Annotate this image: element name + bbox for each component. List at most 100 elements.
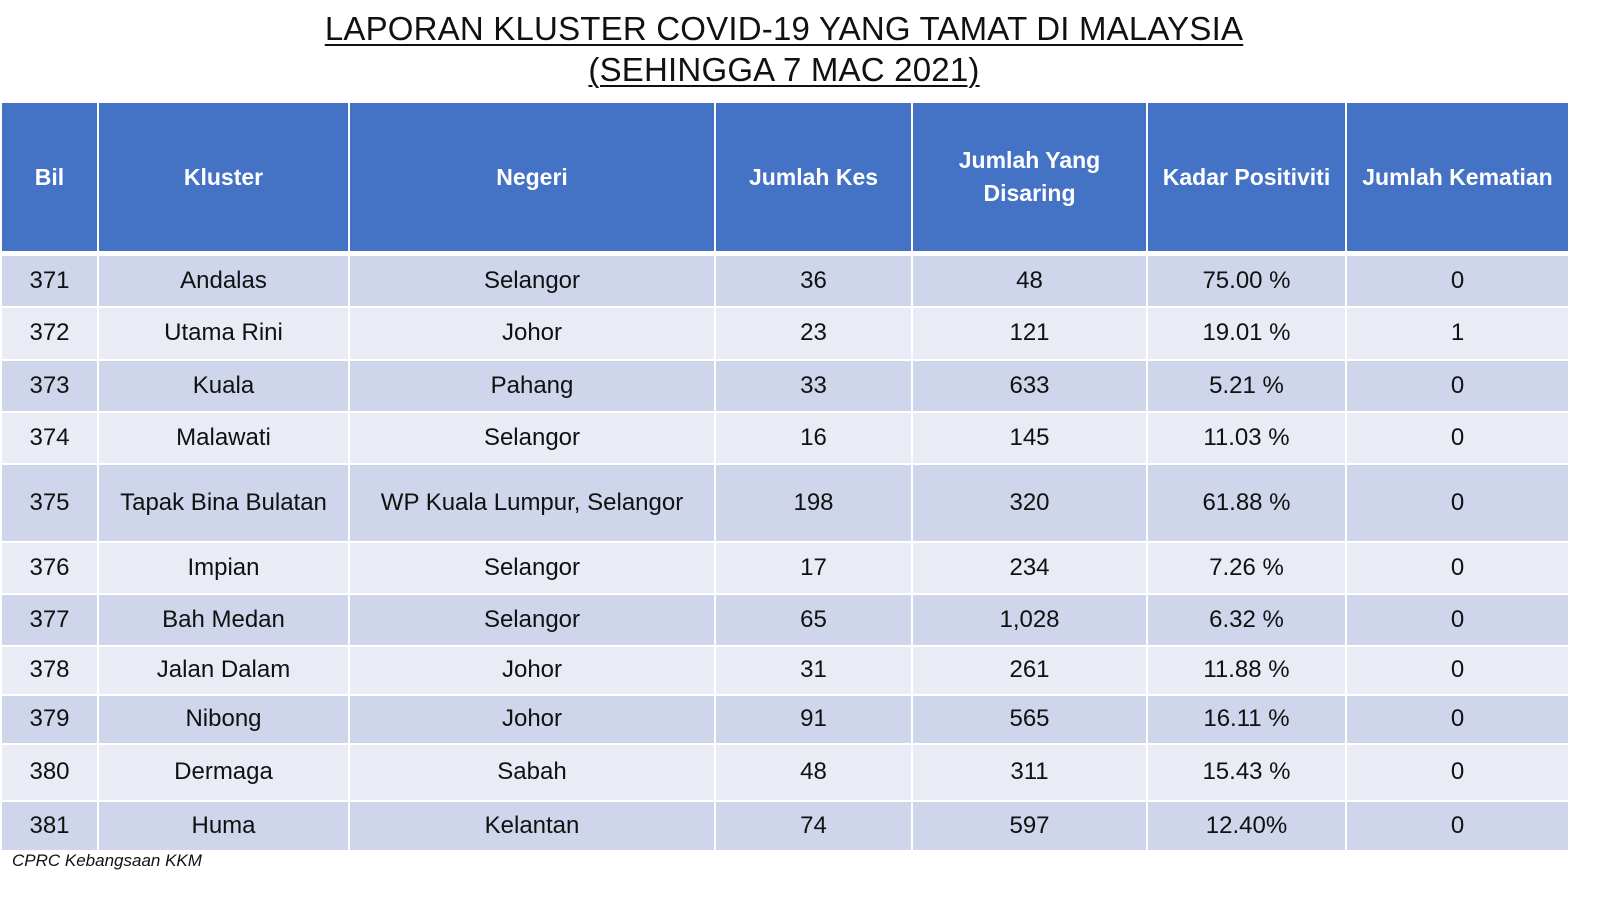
cell-jumlah-disaring: 597 (912, 801, 1147, 851)
cell-jumlah-kematian: 1 (1346, 307, 1569, 360)
cell-negeri: Sabah (349, 744, 715, 801)
cell-jumlah-disaring: 1,028 (912, 594, 1147, 646)
cell-jumlah-disaring: 48 (912, 254, 1147, 307)
cell-jumlah-kes: 16 (715, 412, 912, 464)
cell-bil: 371 (1, 254, 98, 307)
cell-bil: 375 (1, 464, 98, 542)
cell-kluster: Utama Rini (98, 307, 349, 360)
table-row: 376 Impian Selangor 17 234 7.26 % 0 (1, 542, 1569, 594)
table-header: Bil Kluster Negeri Jumlah Kes Jumlah Yan… (1, 102, 1569, 254)
cell-jumlah-kematian: 0 (1346, 744, 1569, 801)
cell-jumlah-kes: 23 (715, 307, 912, 360)
cell-kadar-positiviti: 12.40% (1147, 801, 1346, 851)
table-row: 372 Utama Rini Johor 23 121 19.01 % 1 (1, 307, 1569, 360)
cell-jumlah-kematian: 0 (1346, 646, 1569, 695)
cell-jumlah-kematian: 0 (1346, 254, 1569, 307)
header-bil: Bil (1, 102, 98, 254)
cell-kluster: Kuala (98, 360, 349, 412)
cell-jumlah-kematian: 0 (1346, 412, 1569, 464)
cell-kluster: Nibong (98, 695, 349, 744)
cell-negeri: Pahang (349, 360, 715, 412)
source-note: CPRC Kebangsaan KKM (12, 851, 202, 871)
table-row: 374 Malawati Selangor 16 145 11.03 % 0 (1, 412, 1569, 464)
table-row: 375 Tapak Bina Bulatan WP Kuala Lumpur, … (1, 464, 1569, 542)
cell-kadar-positiviti: 19.01 % (1147, 307, 1346, 360)
cell-negeri: Selangor (349, 412, 715, 464)
header-kadar-positiviti: Kadar Positiviti (1147, 102, 1346, 254)
cell-bil: 372 (1, 307, 98, 360)
cell-jumlah-kes: 33 (715, 360, 912, 412)
cell-negeri: Selangor (349, 254, 715, 307)
cell-bil: 377 (1, 594, 98, 646)
cell-kluster: Huma (98, 801, 349, 851)
cell-bil: 378 (1, 646, 98, 695)
cell-kluster: Malawati (98, 412, 349, 464)
header-jumlah-kematian: Jumlah Kematian (1346, 102, 1569, 254)
cell-kluster: Impian (98, 542, 349, 594)
cell-kadar-positiviti: 16.11 % (1147, 695, 1346, 744)
cell-jumlah-disaring: 261 (912, 646, 1147, 695)
cell-jumlah-kematian: 0 (1346, 801, 1569, 851)
header-negeri: Negeri (349, 102, 715, 254)
cell-jumlah-disaring: 320 (912, 464, 1147, 542)
cell-jumlah-kes: 17 (715, 542, 912, 594)
table-row: 371 Andalas Selangor 36 48 75.00 % 0 (1, 254, 1569, 307)
cell-kadar-positiviti: 7.26 % (1147, 542, 1346, 594)
cell-kadar-positiviti: 11.03 % (1147, 412, 1346, 464)
table-row: 379 Nibong Johor 91 565 16.11 % 0 (1, 695, 1569, 744)
cell-negeri: Johor (349, 695, 715, 744)
cell-kluster: Dermaga (98, 744, 349, 801)
cell-jumlah-kes: 91 (715, 695, 912, 744)
cell-kluster: Bah Medan (98, 594, 349, 646)
cell-kadar-positiviti: 11.88 % (1147, 646, 1346, 695)
cell-negeri: WP Kuala Lumpur, Selangor (349, 464, 715, 542)
cluster-table: Bil Kluster Negeri Jumlah Kes Jumlah Yan… (0, 101, 1570, 852)
cell-negeri: Johor (349, 646, 715, 695)
cell-kadar-positiviti: 61.88 % (1147, 464, 1346, 542)
report-title-line-2: (SEHINGGA 7 MAC 2021) (0, 49, 1568, 90)
cell-jumlah-kematian: 0 (1346, 695, 1569, 744)
table-row: 377 Bah Medan Selangor 65 1,028 6.32 % 0 (1, 594, 1569, 646)
cell-kluster: Jalan Dalam (98, 646, 349, 695)
cell-bil: 376 (1, 542, 98, 594)
cell-kadar-positiviti: 15.43 % (1147, 744, 1346, 801)
cell-jumlah-kematian: 0 (1346, 464, 1569, 542)
table-row: 380 Dermaga Sabah 48 311 15.43 % 0 (1, 744, 1569, 801)
cell-jumlah-kematian: 0 (1346, 542, 1569, 594)
cell-jumlah-kes: 31 (715, 646, 912, 695)
cell-jumlah-kes: 198 (715, 464, 912, 542)
cell-jumlah-disaring: 145 (912, 412, 1147, 464)
cell-kadar-positiviti: 5.21 % (1147, 360, 1346, 412)
table-row: 373 Kuala Pahang 33 633 5.21 % 0 (1, 360, 1569, 412)
header-kluster: Kluster (98, 102, 349, 254)
cell-jumlah-kes: 36 (715, 254, 912, 307)
cell-kluster: Tapak Bina Bulatan (98, 464, 349, 542)
header-jumlah-kes: Jumlah Kes (715, 102, 912, 254)
table-row: 381 Huma Kelantan 74 597 12.40% 0 (1, 801, 1569, 851)
cell-jumlah-kes: 74 (715, 801, 912, 851)
cell-bil: 373 (1, 360, 98, 412)
cell-kluster: Andalas (98, 254, 349, 307)
cell-jumlah-disaring: 311 (912, 744, 1147, 801)
cell-negeri: Kelantan (349, 801, 715, 851)
cell-jumlah-disaring: 565 (912, 695, 1147, 744)
cell-bil: 379 (1, 695, 98, 744)
header-jumlah-disaring: Jumlah Yang Disaring (912, 102, 1147, 254)
cell-jumlah-disaring: 633 (912, 360, 1147, 412)
cell-jumlah-disaring: 121 (912, 307, 1147, 360)
cell-bil: 374 (1, 412, 98, 464)
report-title: LAPORAN KLUSTER COVID-19 YANG TAMAT DI M… (0, 8, 1568, 90)
cell-jumlah-kes: 48 (715, 744, 912, 801)
report-title-line-1: LAPORAN KLUSTER COVID-19 YANG TAMAT DI M… (0, 8, 1568, 49)
cell-bil: 381 (1, 801, 98, 851)
cell-negeri: Selangor (349, 594, 715, 646)
cell-jumlah-disaring: 234 (912, 542, 1147, 594)
cell-jumlah-kes: 65 (715, 594, 912, 646)
cell-bil: 380 (1, 744, 98, 801)
cell-negeri: Selangor (349, 542, 715, 594)
table-row: 378 Jalan Dalam Johor 31 261 11.88 % 0 (1, 646, 1569, 695)
cell-jumlah-kematian: 0 (1346, 594, 1569, 646)
table-header-row: Bil Kluster Negeri Jumlah Kes Jumlah Yan… (1, 102, 1569, 254)
cell-kadar-positiviti: 6.32 % (1147, 594, 1346, 646)
cell-jumlah-kematian: 0 (1346, 360, 1569, 412)
